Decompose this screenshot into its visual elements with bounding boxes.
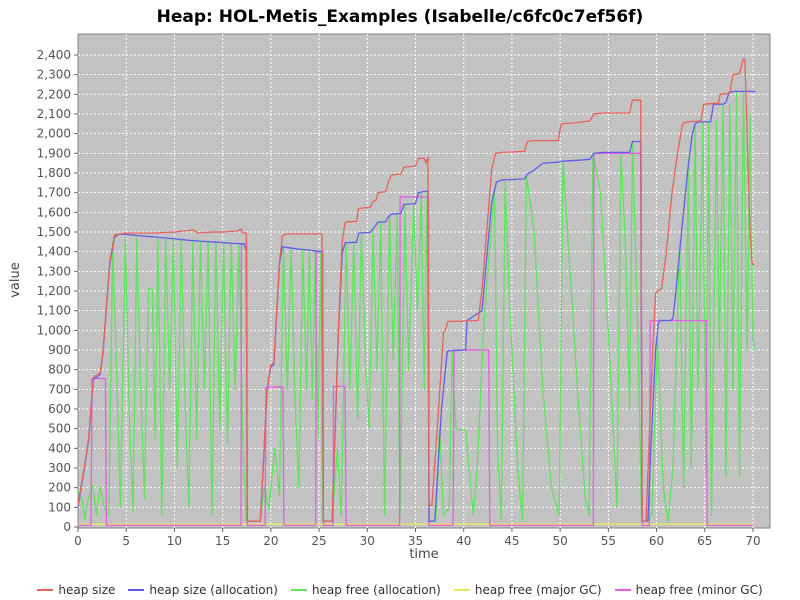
y-tick-label: 200 <box>48 481 71 495</box>
y-tick-label: 300 <box>48 461 71 475</box>
y-tick-label: 1,100 <box>37 304 71 318</box>
x-tick-label: 35 <box>408 534 423 548</box>
y-tick-label: 1,600 <box>37 205 71 219</box>
y-tick-label: 1,300 <box>37 264 71 278</box>
legend-item-heap-free-allocation: heap free (allocation) <box>290 583 441 597</box>
y-tick-label: 900 <box>48 343 71 357</box>
x-tick-label: 5 <box>122 534 130 548</box>
legend-label-heap-free-allocation: heap free (allocation) <box>311 583 441 597</box>
x-tick-label: 55 <box>601 534 616 548</box>
y-tick-label: 600 <box>48 402 71 416</box>
series-heap-size-allocation <box>78 90 756 522</box>
x-tick-label: 10 <box>167 534 182 548</box>
legend-label-heap-free-minor-gc: heap free (minor GC) <box>635 583 763 597</box>
series-heap-size <box>78 58 755 522</box>
y-tick-label: 400 <box>48 441 71 455</box>
x-tick-label: 25 <box>311 534 326 548</box>
x-axis-label: time <box>409 547 439 562</box>
x-tick-label: 15 <box>215 534 230 548</box>
y-axis-label: value <box>8 262 23 298</box>
y-tick-label: 1,500 <box>37 225 71 239</box>
y-tick-label: 2,300 <box>37 68 71 82</box>
legend-label-heap-size: heap size <box>58 583 116 597</box>
legend-item-heap-size-allocation: heap size (allocation) <box>128 583 278 597</box>
x-tick-label: 50 <box>553 534 568 548</box>
chart-title: Heap: HOL-Metis_Examples (Isabelle/c6fc0… <box>156 7 644 27</box>
x-tick-label: 20 <box>263 534 278 548</box>
y-tick-label: 2,400 <box>37 48 71 62</box>
y-tick-label: 1,700 <box>37 186 71 200</box>
axis-tick-labels: 01002003004005006007008009001,0001,1001,… <box>37 48 761 548</box>
chart-canvas: 01002003004005006007008009001,0001,1001,… <box>37 33 771 548</box>
x-tick-label: 30 <box>360 534 375 548</box>
legend-swatch-heap-free-allocation <box>290 589 307 591</box>
y-tick-label: 1,800 <box>37 166 71 180</box>
y-tick-label: 100 <box>48 500 71 514</box>
legend-label-heap-free-major-gc: heap free (major GC) <box>474 583 602 597</box>
x-tick-label: 70 <box>745 534 760 548</box>
y-tick-label: 0 <box>63 520 71 534</box>
legend-item-heap-free-minor-gc: heap free (minor GC) <box>614 583 763 597</box>
legend-swatch-heap-free-minor-gc <box>614 589 631 591</box>
legend-swatch-heap-free-major-gc <box>453 589 470 591</box>
y-tick-label: 2,200 <box>37 87 71 101</box>
y-tick-label: 1,000 <box>37 323 71 337</box>
x-tick-label: 0 <box>74 534 82 548</box>
y-tick-label: 1,400 <box>37 245 71 259</box>
x-tick-label: 60 <box>649 534 664 548</box>
legend-swatch-heap-size-allocation <box>128 589 145 591</box>
y-tick-label: 500 <box>48 422 71 436</box>
legend: heap size heap size (allocation) heap fr… <box>0 583 800 597</box>
y-tick-label: 700 <box>48 382 71 396</box>
legend-item-heap-size: heap size <box>37 583 115 597</box>
x-tick-label: 45 <box>504 534 519 548</box>
legend-swatch-heap-size <box>37 589 54 591</box>
legend-label-heap-size-allocation: heap size (allocation) <box>149 583 278 597</box>
x-tick-label: 65 <box>697 534 712 548</box>
y-tick-label: 2,000 <box>37 127 71 141</box>
y-tick-label: 2,100 <box>37 107 71 121</box>
legend-item-heap-free-major-gc: heap free (major GC) <box>453 583 602 597</box>
y-tick-label: 1,900 <box>37 146 71 160</box>
axis-ticks <box>74 54 754 532</box>
y-tick-label: 1,200 <box>37 284 71 298</box>
y-tick-label: 800 <box>48 363 71 377</box>
x-tick-label: 40 <box>456 534 471 548</box>
